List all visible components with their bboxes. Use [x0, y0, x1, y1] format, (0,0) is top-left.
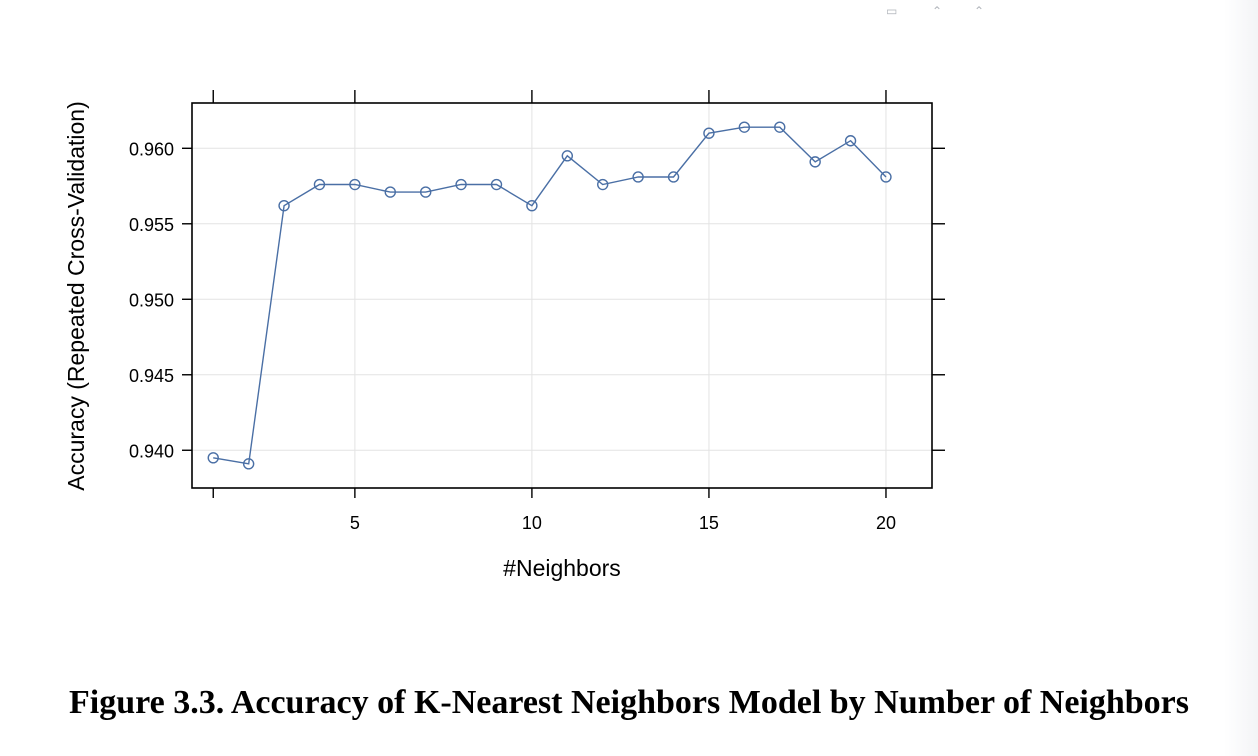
y-tick-label: 0.945	[129, 366, 174, 386]
x-tick-label: 15	[699, 513, 719, 533]
axis-ticks: 5 10 15 20 0.940 0.945 0.950 0.955 0.960	[129, 90, 945, 533]
data-series	[207, 121, 892, 470]
figure-caption: Figure 3.3. Accuracy of K-Nearest Neighb…	[69, 684, 1189, 721]
data-point	[738, 121, 751, 133]
data-point	[667, 171, 680, 183]
data-point	[242, 458, 255, 470]
data-point	[844, 135, 857, 147]
x-tick-label: 5	[350, 513, 360, 533]
data-point	[561, 150, 574, 162]
y-axis-label: Accuracy (Repeated Cross-Validation)	[63, 101, 89, 490]
data-point	[349, 178, 361, 191]
data-point	[207, 452, 219, 464]
data-point	[880, 171, 892, 183]
y-tick-label: 0.940	[129, 441, 174, 461]
x-axis-label: #Neighbors	[503, 555, 621, 581]
window-edge	[1224, 0, 1258, 756]
x-tick-label: 20	[876, 513, 896, 533]
accuracy-chart: 5 10 15 20 0.940 0.945 0.950 0.955 0.960 #Neighb…	[63, 90, 945, 581]
series-line	[213, 126, 887, 465]
data-point	[703, 127, 715, 139]
data-point	[809, 156, 821, 168]
data-point	[384, 186, 396, 198]
data-point	[526, 199, 538, 212]
chevron-up-icon[interactable]: ⌃	[974, 4, 985, 18]
data-point	[278, 199, 290, 212]
data-point	[313, 178, 326, 191]
data-point	[419, 186, 432, 198]
y-tick-label: 0.950	[129, 290, 174, 310]
y-tick-label: 0.955	[129, 215, 174, 235]
y-tick-label: 0.960	[129, 139, 174, 159]
data-point	[455, 178, 467, 191]
x-tick-label: 10	[522, 513, 542, 533]
resize-icon[interactable]: ▭	[886, 4, 898, 18]
data-point	[774, 121, 786, 133]
data-point	[597, 178, 609, 191]
data-point	[632, 171, 644, 183]
plot-frame	[191, 102, 933, 489]
data-point	[490, 178, 503, 191]
chevron-up-icon[interactable]: ⌃	[932, 4, 943, 18]
grid-lines	[192, 103, 932, 488]
